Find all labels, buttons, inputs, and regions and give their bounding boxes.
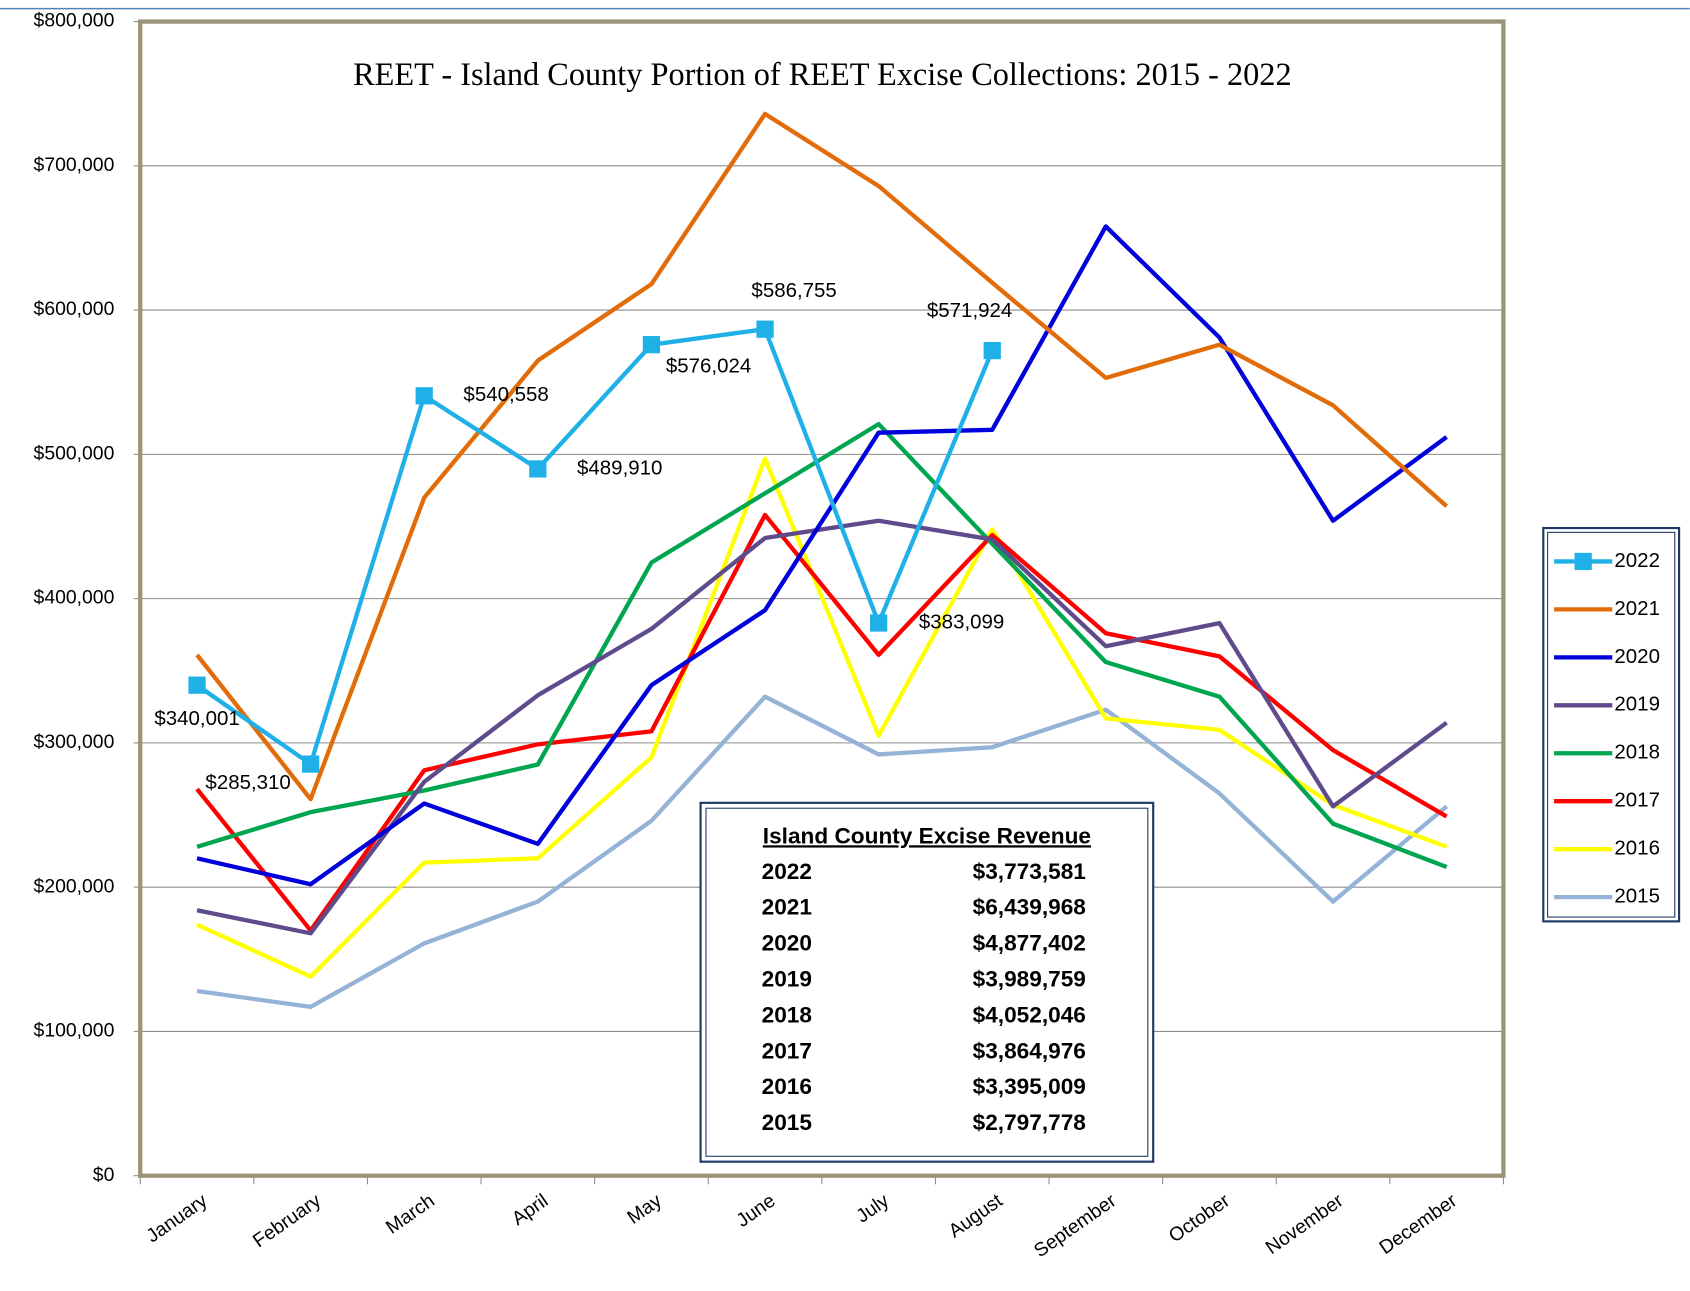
x-tick-label: March (382, 1190, 439, 1239)
data-marker (415, 387, 433, 405)
table-year: 2019 (762, 967, 812, 992)
legend-label: 2020 (1614, 645, 1660, 668)
data-label: $340,001 (154, 707, 239, 730)
data-label: $383,099 (919, 610, 1004, 633)
table-amount: $3,773,581 (973, 859, 1086, 884)
y-tick-label: $100,000 (34, 1020, 115, 1042)
table-year: 2018 (762, 1002, 812, 1027)
x-tick-label: September (1030, 1189, 1121, 1262)
series-line (196, 456, 1448, 979)
legend-label: 2015 (1614, 885, 1660, 908)
y-tick-label: $200,000 (34, 875, 115, 897)
series-line (195, 111, 1449, 802)
legend-label: 2016 (1614, 837, 1660, 860)
table-amount: $6,439,968 (973, 895, 1086, 920)
table-year: 2017 (762, 1038, 812, 1063)
data-label: $285,310 (205, 771, 290, 794)
series-line (196, 224, 1448, 887)
x-tick-label: July (852, 1190, 893, 1228)
data-marker (756, 320, 774, 338)
legend-marker (1574, 552, 1592, 571)
x-tick-label: December (1375, 1189, 1461, 1259)
series-line (196, 421, 1448, 869)
data-label: $489,910 (577, 456, 662, 479)
series-line (195, 512, 1448, 933)
series-line (196, 518, 1448, 936)
series-group: $340,001 $285,310 $540,558 $489,910 $576,024… (154, 111, 1449, 1010)
table-amount: $4,877,402 (973, 931, 1086, 956)
y-tick-label: $0 (93, 1164, 115, 1186)
table-amount: $3,864,976 (973, 1038, 1086, 1063)
table-rows: 2022 $3,773,581 2021 $6,439,968 2020 $4,877,4… (762, 859, 1086, 1135)
data-label: $576,024 (666, 355, 751, 378)
legend-items: 2022 2021 2020 2019 2018 2017 2016 2015 (1554, 549, 1660, 908)
series-line (196, 694, 1449, 1010)
table-amount: $4,052,046 (973, 1002, 1086, 1027)
x-tick-label: August (945, 1189, 1008, 1242)
table-amount: $2,797,778 (973, 1110, 1086, 1135)
data-marker (302, 755, 320, 773)
x-tick-label: May (623, 1189, 666, 1228)
table-amount: $3,989,759 (973, 967, 1086, 992)
legend-label: 2019 (1614, 693, 1660, 716)
summary-table: Island County Excise Revenue 2022 $3,773,… (699, 801, 1155, 1163)
y-tick-label: $800,000 (34, 10, 115, 32)
legend-inner-border (1547, 531, 1676, 918)
y-tick-label: $600,000 (34, 298, 115, 320)
table-border (699, 801, 1155, 1163)
table-year: 2020 (762, 931, 812, 956)
x-tick-label: October (1165, 1189, 1235, 1247)
data-label: $540,558 (463, 383, 548, 406)
legend-label: 2021 (1614, 597, 1660, 620)
data-marker (188, 676, 206, 694)
y-tick-label: $300,000 (34, 731, 115, 753)
table-amount: $3,395,009 (973, 1074, 1086, 1099)
table-year: 2022 (762, 859, 812, 884)
data-marker (870, 614, 888, 632)
y-tick-label: $700,000 (34, 154, 115, 176)
y-tick-label: $500,000 (34, 442, 115, 464)
table-inner-border (705, 807, 1149, 1157)
data-marker (529, 460, 547, 478)
x-tick-label: February (249, 1189, 325, 1252)
data-marker (642, 336, 661, 354)
chart-title: REET - Island County Portion of REET Exc… (353, 56, 1291, 92)
legend-border (1542, 526, 1681, 923)
data-marker (983, 341, 1001, 360)
table-year: 2016 (762, 1074, 812, 1099)
x-tick-label: June (732, 1190, 779, 1232)
plot-border (138, 19, 1506, 1178)
legend-label: 2022 (1614, 549, 1660, 572)
series-line (195, 327, 995, 767)
x-tick-label: January (142, 1189, 211, 1247)
x-tick-label: April (508, 1190, 552, 1230)
table-year: 2021 (762, 895, 812, 920)
legend-label: 2017 (1614, 789, 1660, 812)
table-title: Island County Excise Revenue (763, 823, 1091, 848)
y-tick-label: $400,000 (34, 587, 115, 609)
data-label: $586,755 (751, 279, 836, 302)
x-tick-label: November (1262, 1189, 1348, 1259)
legend-label: 2018 (1614, 741, 1660, 764)
legend: 2022 2021 2020 2019 2018 2017 2016 2015 (1542, 526, 1681, 923)
table-year: 2015 (762, 1110, 812, 1135)
data-label: $571,924 (927, 299, 1012, 322)
